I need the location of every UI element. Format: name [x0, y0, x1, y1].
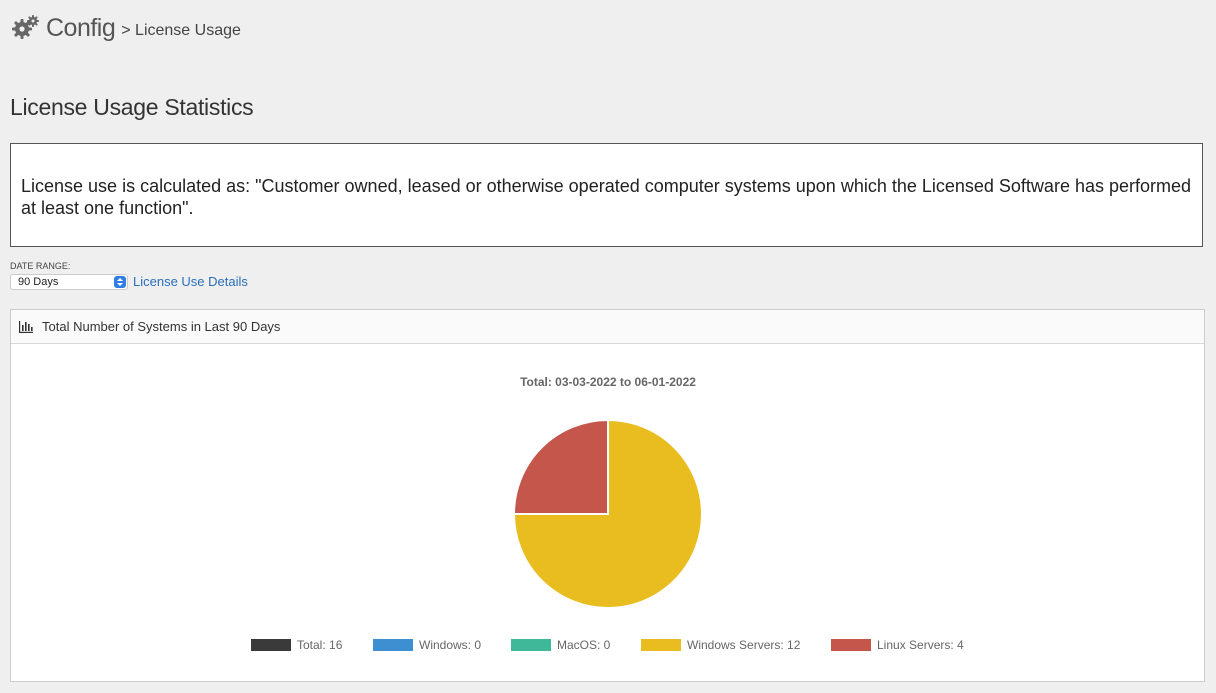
- legend-item[interactable]: Total: 16: [251, 637, 342, 653]
- chart-legend: Total: 16 Windows: 0 MacOS: 0 Windows Serve…: [11, 637, 1206, 653]
- license-use-details-link[interactable]: License Use Details: [133, 274, 248, 289]
- legend-swatch: [373, 639, 413, 651]
- legend-item[interactable]: MacOS: 0: [511, 637, 610, 653]
- legend-swatch: [831, 639, 871, 651]
- pie-chart: Total: 03-03-2022 to 06-01-2022: [512, 375, 703, 609]
- page-title: License Usage Statistics: [10, 94, 254, 120]
- gears-icon: [12, 15, 39, 39]
- date-range-select[interactable]: 90 Days: [10, 274, 128, 290]
- legend-swatch: [641, 639, 681, 651]
- legend-swatch: [511, 639, 551, 651]
- select-arrows-icon: [114, 276, 126, 288]
- legend-label: Windows: 0: [419, 638, 482, 652]
- pie-slice-linux-servers[interactable]: [512, 418, 609, 515]
- pie-slice-windows-servers[interactable]: [512, 418, 703, 609]
- panel-title: Total Number of Systems in Last 90 Days: [42, 319, 281, 334]
- legend-item[interactable]: Linux Servers: 4: [831, 637, 964, 653]
- license-notice: License use is calculated as: "Customer …: [10, 143, 1203, 247]
- panel-header: Total Number of Systems in Last 90 Days: [11, 310, 1204, 344]
- bar-chart-icon: [19, 320, 33, 333]
- legend-item[interactable]: Windows Servers: 12: [641, 637, 800, 653]
- date-range-label: DATE RANGE:: [10, 261, 71, 271]
- date-range-value: 90 Days: [18, 276, 59, 288]
- legend-item[interactable]: Windows: 0: [373, 637, 481, 653]
- legend-label: Linux Servers: 4: [877, 638, 964, 652]
- legend-swatch: [251, 639, 291, 651]
- chart-title: Total: 03-03-2022 to 06-01-2022: [520, 375, 696, 389]
- legend-label: MacOS: 0: [557, 638, 611, 652]
- page-header: Config > License Usage: [12, 10, 241, 46]
- legend-label: Windows Servers: 12: [687, 638, 801, 652]
- systems-chart-panel: Total Number of Systems in Last 90 Days …: [10, 309, 1205, 682]
- legend-label: Total: 16: [297, 638, 343, 652]
- breadcrumb: > License Usage: [121, 22, 241, 39]
- section-title: Config: [46, 13, 116, 42]
